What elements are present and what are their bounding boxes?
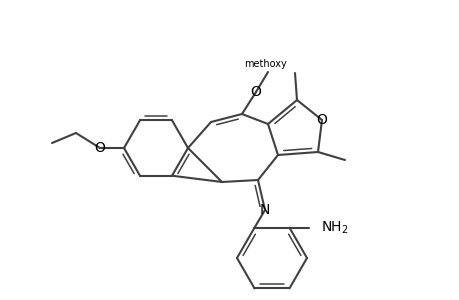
Text: NH$_2$: NH$_2$ bbox=[321, 220, 348, 236]
Text: O: O bbox=[250, 85, 261, 99]
Text: N: N bbox=[259, 203, 269, 217]
Text: methoxy: methoxy bbox=[244, 59, 287, 69]
Text: O: O bbox=[316, 113, 327, 127]
Text: O: O bbox=[95, 141, 105, 155]
